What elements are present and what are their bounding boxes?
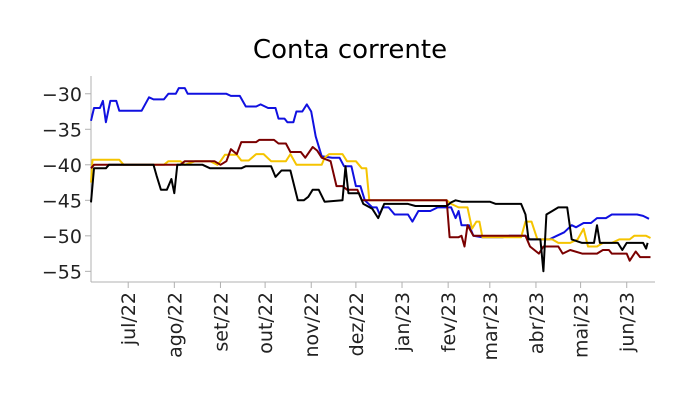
y-tick-label: −35 [42,119,82,141]
series-line-3 [90,138,651,262]
x-tick-label: dez/22 [346,292,368,356]
series-line-4 [90,163,649,273]
x-tick-label: out/22 [255,292,277,354]
series-lines [90,87,651,273]
x-tick-label: jun/23 [617,292,639,353]
x-tick-label: abr/23 [526,292,548,354]
series-line-1 [90,87,650,241]
y-tick-label: −45 [42,190,82,212]
series-line-2 [90,153,651,248]
x-tick-label: set/22 [210,292,232,352]
x-tick-label: mai/23 [571,292,593,358]
x-tick-label: nov/22 [301,292,323,358]
x-tick-label: fev/23 [438,292,460,352]
y-tick-label: −55 [42,261,82,283]
chart-title: Conta corrente [253,35,447,65]
y-tick-label: −30 [42,84,82,106]
x-tick-label: ago/22 [164,292,186,358]
x-tick-label: mar/23 [480,292,502,361]
x-tick-label: jul/22 [118,292,140,346]
x-tick-label: jan/23 [392,292,414,353]
y-ticks: −30 −35 −40 −45 −50 −55 [42,84,91,283]
y-tick-label: −40 [42,155,82,177]
x-ticks: jul/22 ago/22 set/22 out/22 nov/22 dez/22 jan/… [118,282,639,361]
y-tick-label: −50 [42,226,82,248]
